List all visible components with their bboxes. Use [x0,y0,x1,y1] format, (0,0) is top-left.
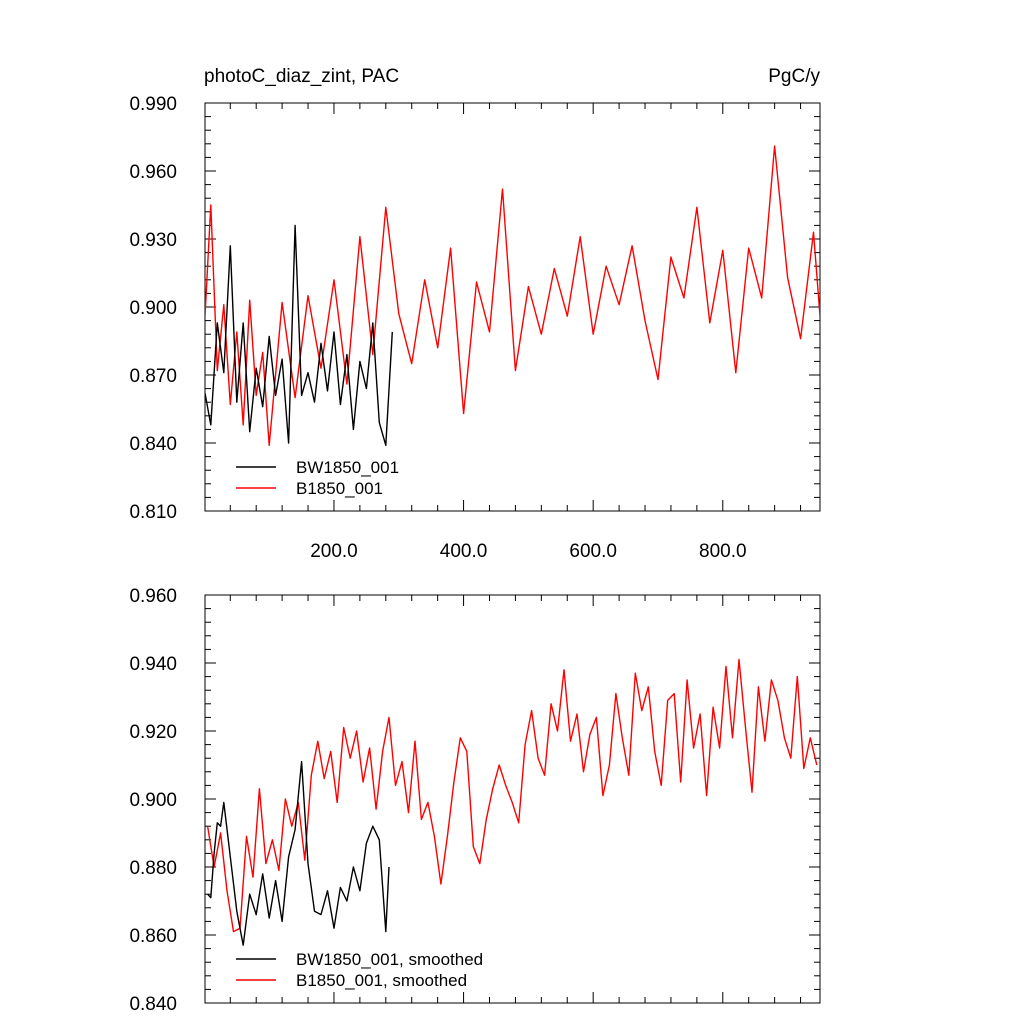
y-tick-label: 0.990 [129,94,177,115]
y-tick-label: 0.940 [129,654,177,675]
legend-label: BW1850_001, smoothed [296,950,483,969]
y-tick-label: 0.900 [129,298,177,319]
y-tick-label: 0.930 [129,230,177,251]
legend-label: BW1850_001 [296,458,399,477]
y-tick-label: 0.900 [129,790,177,811]
y-tick-label: 0.960 [129,162,177,183]
x-tick-label: 800.0 [699,541,747,562]
series-line-bw1850-001 [205,224,393,446]
x-tick-label: 200.0 [310,541,358,562]
series-line-b1850-001-smoothed [206,658,818,933]
series-line-bw1850-001-smoothed [207,760,390,946]
x-tick-label: 400.0 [440,541,488,562]
series-line-b1850-001 [205,145,820,446]
y-tick-label: 0.960 [129,586,177,607]
y-tick-label: 0.840 [129,434,177,455]
legend-label: B1850_001 [296,479,383,498]
panel-title: photoC_diaz_zint, PAC [204,66,399,87]
y-tick-label: 0.810 [129,502,177,523]
y-tick-label: 0.860 [129,926,177,947]
units-label: PgC/y [768,66,820,87]
y-tick-label: 0.840 [129,994,177,1015]
y-tick-label: 0.920 [129,722,177,743]
bottom-panel: 0.840 0.860 0.880 0.900 0.920 0.940 0.960 BW185… [129,586,821,1015]
legend-label: B1850_001, smoothed [296,971,467,990]
x-tick-label: 600.0 [569,541,617,562]
y-tick-label: 0.870 [129,366,177,387]
y-tick-label: 0.880 [129,858,177,879]
top-panel: 0.810 0.840 0.870 0.900 0.930 0.960 0.990 200.0… [129,94,821,562]
